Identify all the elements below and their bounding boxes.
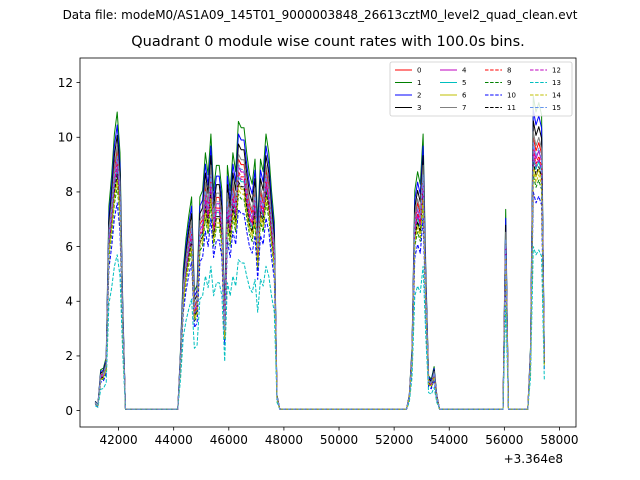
legend-label-12: 12: [552, 67, 561, 75]
legend-label-13: 13: [552, 79, 561, 87]
legend-label-7: 7: [462, 104, 466, 112]
series-line-2: [94, 109, 545, 410]
series-line-8: [94, 150, 545, 410]
legend-label-3: 3: [417, 104, 421, 112]
y-tick-label: 2: [65, 349, 73, 363]
x-tick-label: 48000: [265, 433, 303, 447]
x-tick-label: 58000: [540, 433, 578, 447]
y-tick-label: 4: [65, 295, 73, 309]
series-line-6: [94, 164, 545, 410]
legend-label-14: 14: [552, 92, 561, 100]
legend-label-1: 1: [417, 79, 421, 87]
series-line-4: [94, 145, 545, 410]
legend-label-2: 2: [417, 92, 421, 100]
legend-label-4: 4: [462, 67, 467, 75]
y-tick-label: 10: [58, 131, 73, 145]
x-tick-label: 54000: [430, 433, 468, 447]
chart-title: Quadrant 0 module wise count rates with …: [131, 34, 525, 50]
legend-label-15: 15: [552, 104, 561, 112]
x-tick-label: 52000: [375, 433, 413, 447]
series-line-14: [94, 169, 545, 410]
y-tick-label: 8: [65, 185, 73, 199]
legend-label-5: 5: [462, 79, 466, 87]
series-line-0: [94, 136, 545, 410]
x-tick-label: 50000: [320, 433, 358, 447]
y-axis: 0 2 4 6 8 10 12: [58, 76, 80, 418]
y-tick-label: 0: [65, 404, 73, 418]
plot-lines: [94, 95, 545, 410]
series-line-3: [94, 120, 545, 410]
series-line-12: [94, 153, 545, 410]
legend-label-0: 0: [417, 67, 421, 75]
series-line-9: [94, 175, 545, 410]
y-tick-label: 6: [65, 240, 73, 254]
axes-frame: [79, 57, 577, 428]
x-tick-label: 42000: [99, 433, 137, 447]
legend-label-9: 9: [507, 79, 511, 87]
legend-label-8: 8: [507, 67, 511, 75]
series-line-7: [94, 131, 545, 410]
x-axis-offset-text: +3.364e8: [503, 452, 563, 466]
x-tick-label: 56000: [485, 433, 523, 447]
x-tick-label: 44000: [155, 433, 193, 447]
legend-label-10: 10: [507, 92, 516, 100]
x-axis: 42000 44000 46000 48000 50000 52000 54000 56000…: [99, 427, 579, 447]
legend-label-11: 11: [507, 104, 516, 112]
series-line-1: [94, 95, 545, 410]
series-line-15: [94, 142, 545, 410]
legend-box: [389, 61, 573, 117]
x-tick-label: 46000: [210, 433, 248, 447]
series-line-10: [94, 191, 545, 410]
legend-label-6: 6: [462, 92, 467, 100]
figure-suptitle: Data file: modeM0/AS1A09_145T01_90000038…: [62, 8, 578, 22]
y-tick-label: 12: [58, 76, 73, 90]
series-line-13: [94, 246, 545, 410]
series-line-5: [94, 155, 545, 410]
series-line-11: [94, 161, 545, 410]
